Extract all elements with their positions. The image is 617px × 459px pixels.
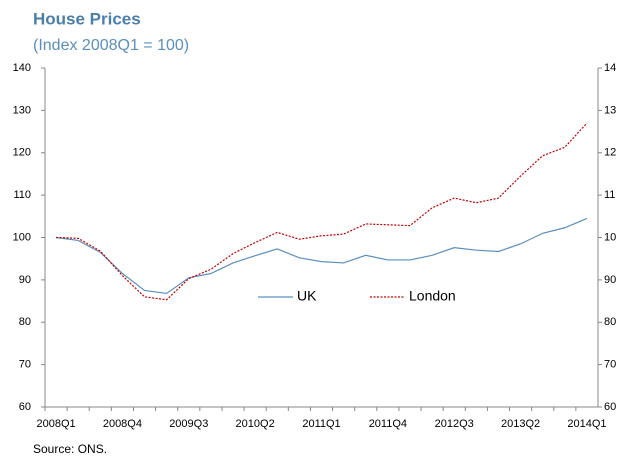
y2-tick-label: 70 [604,359,616,371]
x-tick-label: 2013Q2 [501,418,540,430]
x-tick-label: 2012Q3 [435,418,474,430]
y2-tick-label: 10 [604,231,616,243]
x-tick-label: 2009Q3 [169,418,208,430]
y2-tick-label: 13 [604,104,616,116]
y-tick-label: 80 [19,316,31,328]
y-tick-label: 90 [19,274,31,286]
y2-tick-label: 12 [604,147,616,159]
y-tick-label: 100 [13,231,31,243]
x-tick-label: 2008Q4 [103,418,142,430]
series-line [56,122,588,301]
y-tick-label: 110 [13,189,31,201]
y2-tick-label: 80 [604,316,616,328]
series-line [55,217,588,295]
y2-tick-label: 90 [604,274,616,286]
source-note: Source: ONS. [33,442,107,456]
y-tick-label: 70 [19,359,31,371]
y2-tick-label: 11 [604,189,615,201]
y-tick-label: 140 [13,62,31,74]
x-tick-label: 2010Q2 [236,418,275,430]
y-tick-label: 60 [19,401,31,413]
legend-label: London [409,288,456,304]
legend-label: UK [297,288,317,304]
y2-tick-label: 60 [604,401,616,413]
chart-subtitle: (Index 2008Q1 = 100) [33,37,189,54]
y-tick-label: 130 [13,104,31,116]
x-tick-label: 2011Q1 [302,418,340,430]
chart-title: House Prices [33,9,141,28]
y-tick-label: 120 [13,147,31,159]
x-tick-label: 2014Q1 [567,418,606,430]
x-tick-label: 2011Q4 [369,418,407,430]
x-tick-label: 2008Q1 [36,418,75,430]
y2-tick-label: 14 [604,62,616,74]
